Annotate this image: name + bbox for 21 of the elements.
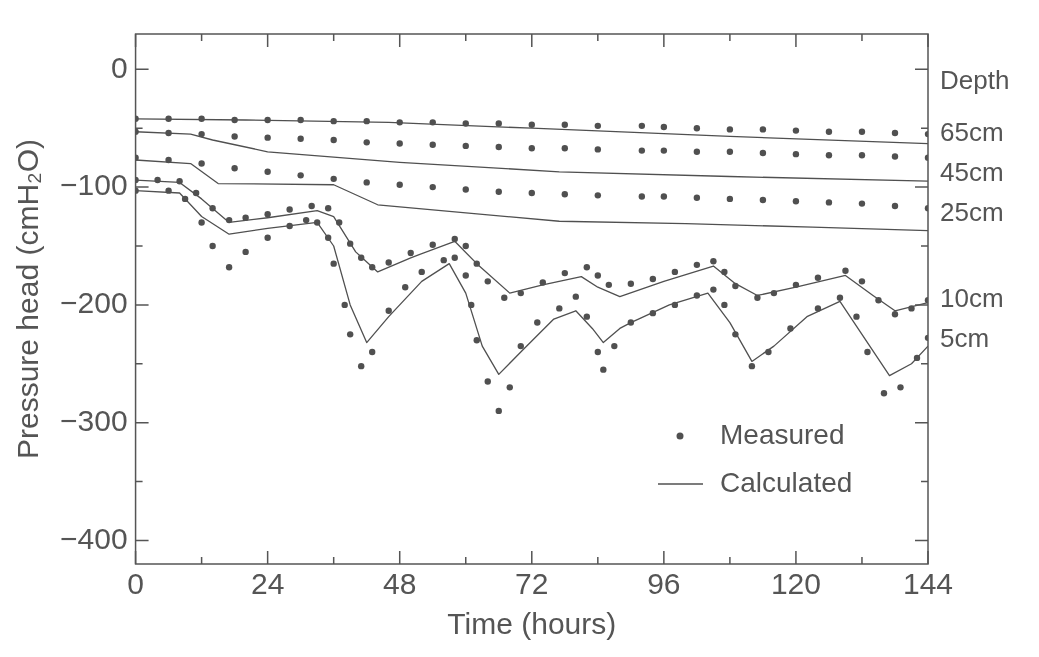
x-tick-label: 24 [250, 567, 285, 601]
text: 25cm [940, 197, 1004, 228]
legend-label: Calculated [720, 466, 853, 498]
x-tick-label: 144 [902, 567, 954, 601]
text: 10cm [940, 283, 1004, 314]
x-tick-label: 48 [383, 567, 417, 601]
legend-label: Measured [720, 418, 845, 450]
y-tick-label: 0 [110, 50, 128, 84]
y-tick-label: −100 [60, 168, 128, 202]
y-tick-label: −400 [60, 521, 128, 555]
x-tick-label: 72 [515, 567, 549, 601]
text: 5cm [940, 323, 990, 354]
y-axis-title: Pressure head (cmH₂O) [11, 138, 45, 460]
text: 65cm [940, 117, 1004, 148]
y-tick-label: −200 [60, 286, 128, 320]
x-axis-title: Time (hours) [447, 607, 617, 641]
x-tick-label: 96 [647, 567, 681, 601]
text: Depth [940, 65, 1010, 96]
x-tick-label: 120 [770, 567, 821, 601]
y-tick-label: −300 [60, 403, 128, 437]
text: 45cm [940, 157, 1004, 188]
